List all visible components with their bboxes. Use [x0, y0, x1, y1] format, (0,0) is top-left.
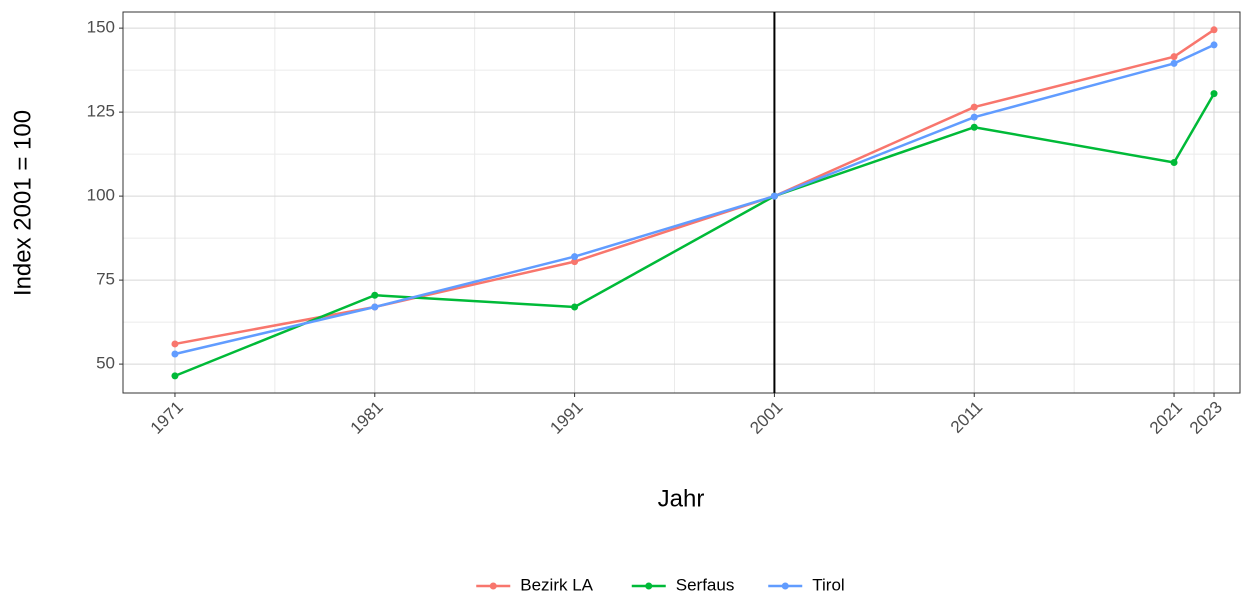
legend-swatch-point — [781, 582, 789, 590]
y-tick-label: 75 — [96, 270, 115, 289]
y-tick-label: 150 — [87, 18, 115, 37]
data-point — [371, 303, 379, 311]
data-point — [171, 372, 179, 380]
data-point — [571, 303, 579, 311]
data-point — [1210, 26, 1218, 34]
data-point — [970, 103, 978, 111]
x-tick-label: 1971 — [147, 398, 187, 438]
legend-swatch-point — [645, 582, 653, 590]
series-line — [174, 93, 1216, 378]
data-point — [171, 340, 179, 348]
series-line — [174, 28, 1215, 346]
data-point — [770, 192, 778, 200]
x-tick-label: 2011 — [947, 398, 986, 437]
data-point — [571, 258, 579, 266]
y-tick-label: 50 — [96, 354, 115, 373]
x-tick-label: 2021 — [1146, 398, 1186, 438]
series-line — [174, 43, 1215, 356]
x-tick-label: 2001 — [746, 398, 786, 438]
data-point — [1170, 59, 1178, 67]
plot-border — [122, 11, 1241, 394]
data-point — [171, 350, 179, 358]
x-tick-label: 1981 — [347, 398, 387, 438]
data-point — [1170, 159, 1178, 167]
data-point — [1210, 41, 1218, 49]
y-tick-label: 100 — [87, 186, 115, 205]
data-point — [970, 113, 978, 121]
legend-text: Bezirk LA — [520, 575, 593, 594]
data-point — [970, 123, 978, 131]
data-point — [571, 253, 579, 261]
data-point — [371, 291, 379, 299]
legend-text: Serfaus — [676, 575, 735, 594]
data-point — [1170, 53, 1178, 61]
y-tick-label: 125 — [87, 102, 115, 121]
legend-text: Tirol — [812, 575, 844, 594]
legend-swatch-point — [489, 582, 497, 590]
x-tick-label: 1991 — [546, 398, 586, 438]
x-axis-title: Jahr — [658, 485, 705, 512]
x-tick-label: 2023 — [1186, 398, 1226, 438]
y-axis-title: Index 2001 = 100 — [9, 110, 36, 296]
data-point — [1210, 90, 1218, 98]
